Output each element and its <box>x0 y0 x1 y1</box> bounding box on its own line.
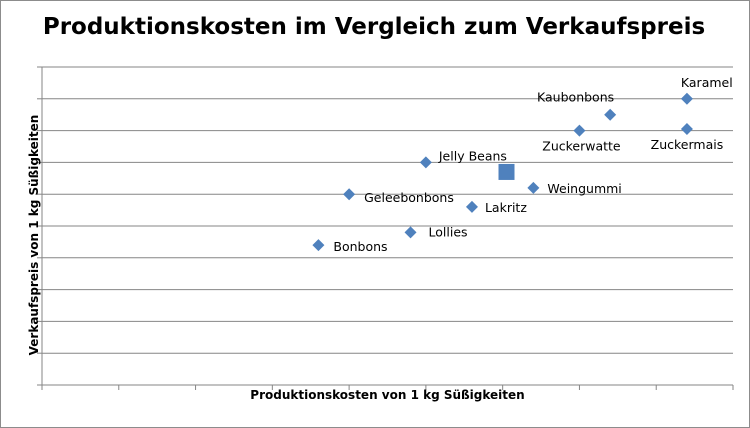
data-point <box>680 92 693 105</box>
data-point <box>419 156 432 169</box>
data-label: Weingummi <box>547 181 621 196</box>
data-point <box>312 239 325 252</box>
data-point <box>527 181 540 194</box>
data-point <box>404 226 417 239</box>
highlight-marker <box>498 163 515 180</box>
data-label: Geleebonbons <box>364 190 454 205</box>
data-point <box>680 123 693 136</box>
chart-title: Produktionskosten im Vergleich zum Verka… <box>42 14 706 40</box>
data-label: Lollies <box>429 224 468 239</box>
data-point <box>573 124 586 137</box>
data-point <box>343 188 356 201</box>
y-axis-label: Verkaufspreis von 1 kg Süßigkeiten <box>27 114 41 356</box>
data-label: Jelly Beans <box>438 148 507 163</box>
data-label: Zuckerwatte <box>542 139 621 154</box>
data-label: Zuckermais <box>651 137 724 152</box>
data-label: Bonbons <box>333 239 387 254</box>
data-label: Karamel <box>681 75 733 90</box>
data-label: Lakritz <box>485 200 527 215</box>
data-label: Kaubonbons <box>537 90 614 105</box>
x-axis-label: Produktionskosten von 1 kg Süßigkeiten <box>250 388 525 402</box>
data-point <box>604 108 617 121</box>
data-point <box>465 200 478 213</box>
